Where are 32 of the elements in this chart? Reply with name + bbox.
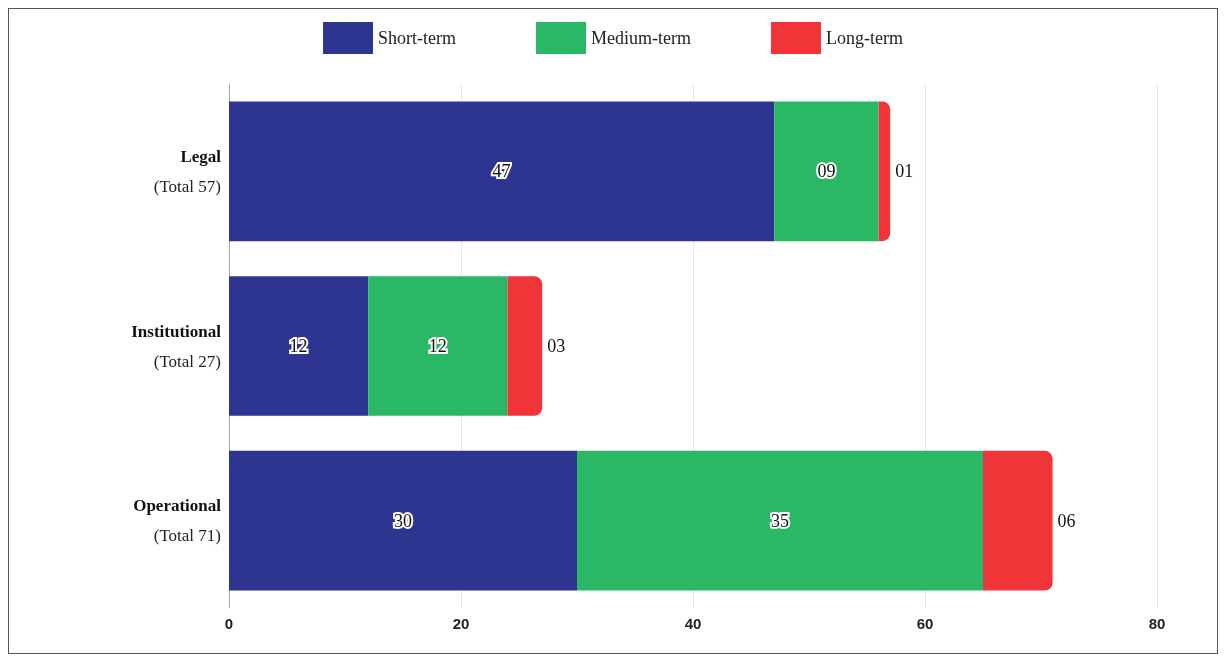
x-tick-label: 40 bbox=[684, 615, 702, 632]
bar bbox=[983, 450, 1053, 591]
total-label: (Total 71) bbox=[153, 526, 221, 546]
total-label: (Total 27) bbox=[153, 351, 221, 371]
bar bbox=[229, 276, 369, 416]
data-label: 35 bbox=[771, 510, 789, 531]
y-tick-label: Operational bbox=[133, 496, 222, 516]
x-tick-label: 80 bbox=[1148, 615, 1166, 632]
data-label: 30 bbox=[394, 510, 412, 531]
data-label: 06 bbox=[1057, 510, 1076, 531]
total-label: (Total 57) bbox=[153, 176, 221, 196]
bar bbox=[229, 101, 775, 242]
data-label: 12 bbox=[428, 336, 447, 356]
legend-label: Short-term bbox=[378, 28, 457, 48]
x-tick-label: 60 bbox=[916, 615, 934, 632]
data-label: 12 bbox=[289, 336, 308, 356]
data-label: 03 bbox=[547, 336, 566, 356]
y-tick-label: Legal bbox=[180, 146, 222, 166]
bar bbox=[368, 276, 508, 416]
data-label: 47 bbox=[492, 161, 511, 182]
x-tick-label: 20 bbox=[452, 615, 470, 632]
legend-label: Medium-term bbox=[591, 28, 691, 48]
bar bbox=[577, 450, 983, 591]
bar bbox=[507, 276, 543, 416]
bar bbox=[229, 450, 577, 591]
x-tick-label: 0 bbox=[224, 615, 234, 632]
bar bbox=[878, 101, 891, 242]
y-tick-label: Institutional bbox=[131, 321, 222, 341]
data-label: 01 bbox=[895, 161, 914, 182]
legend-label: Long-term bbox=[825, 28, 903, 48]
data-label: 09 bbox=[817, 161, 836, 182]
bar bbox=[774, 101, 879, 242]
